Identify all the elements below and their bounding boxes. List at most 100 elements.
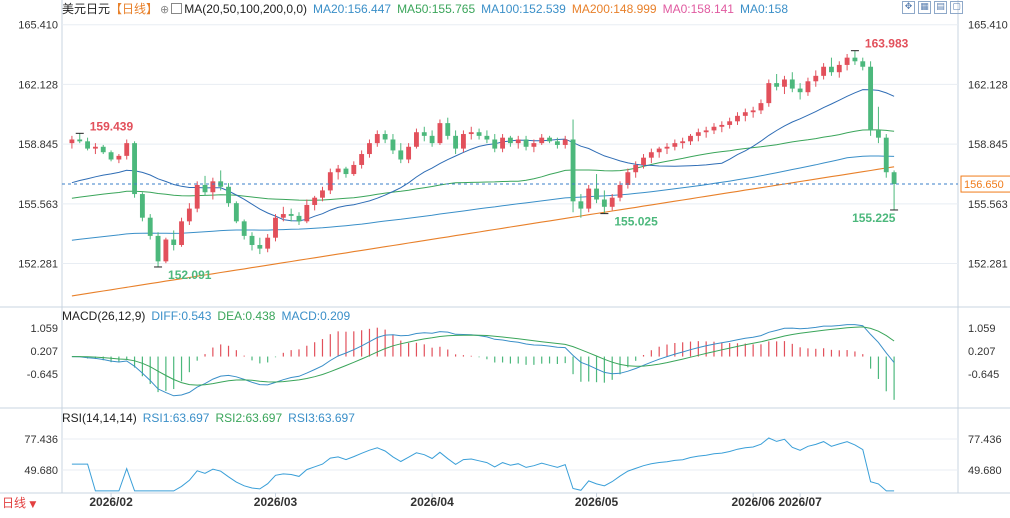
candle-body bbox=[327, 172, 333, 191]
candle-body bbox=[680, 141, 686, 144]
ma0b-value: MA0:158 bbox=[739, 2, 789, 16]
candle-body bbox=[695, 132, 701, 136]
y-tick-label-right: 155.563 bbox=[968, 199, 1008, 211]
candle-body bbox=[202, 184, 208, 193]
candle-body bbox=[562, 139, 568, 145]
y-tick-label-left: 158.845 bbox=[18, 139, 58, 151]
x-month-label: 2026/07 bbox=[778, 495, 822, 509]
candle-body bbox=[210, 181, 216, 193]
ma20-value: MA20:156.447 bbox=[313, 2, 392, 16]
candle-body bbox=[241, 221, 247, 236]
candle-body bbox=[414, 132, 419, 147]
candle-body bbox=[758, 103, 764, 111]
candle-body bbox=[805, 81, 811, 93]
candle-body bbox=[186, 208, 192, 222]
candle-body bbox=[437, 123, 443, 144]
macd-diff-line bbox=[71, 324, 895, 397]
candle-body bbox=[633, 164, 639, 173]
candle-body bbox=[320, 190, 325, 198]
candle-body bbox=[789, 79, 795, 89]
checkbox-icon[interactable] bbox=[171, 3, 183, 14]
candle-body bbox=[468, 132, 474, 135]
candle-body bbox=[609, 197, 615, 207]
candle-body bbox=[601, 199, 607, 207]
candle-body bbox=[390, 139, 396, 151]
macd-tick-label-left: 0.207 bbox=[30, 346, 58, 358]
period-tag: 【日线】 bbox=[110, 2, 159, 16]
candle-body bbox=[265, 237, 271, 249]
crosshair-icon[interactable]: ✥ bbox=[902, 1, 915, 14]
rsi-tick-label-right: 77.436 bbox=[968, 434, 1002, 446]
candle-body bbox=[570, 139, 576, 202]
candle-body bbox=[132, 143, 137, 195]
ma50-value: MA50:155.765 bbox=[397, 2, 476, 16]
candle-body bbox=[116, 155, 122, 160]
candle-body bbox=[226, 186, 231, 204]
candle-body bbox=[711, 126, 717, 131]
macd-value: MACD:0.209 bbox=[281, 309, 351, 323]
macd-dea-line bbox=[71, 326, 895, 386]
candle-body bbox=[194, 184, 200, 209]
candle-body bbox=[719, 124, 725, 127]
candle-body bbox=[108, 152, 114, 160]
candle-body bbox=[257, 244, 263, 249]
layout-icon[interactable]: ▤ bbox=[934, 1, 947, 14]
candle-body bbox=[147, 217, 153, 236]
candle-body bbox=[664, 146, 670, 149]
rsi-tick-label-left: 49.680 bbox=[24, 465, 58, 477]
y-tick-label-right: 162.128 bbox=[968, 79, 1008, 91]
ma100-value: MA100:152.539 bbox=[481, 2, 566, 16]
candle-body bbox=[594, 188, 599, 200]
candle-body bbox=[273, 217, 278, 238]
candle-body bbox=[296, 215, 302, 222]
candle-body bbox=[421, 132, 427, 136]
candle-body bbox=[429, 135, 435, 144]
candle-body bbox=[351, 164, 357, 175]
candle-body bbox=[233, 203, 239, 222]
candle-body bbox=[453, 135, 459, 149]
main-header: 美元日元【日线】 ⊕ MA(20,50,100,200,0,0) MA20:156.4… bbox=[62, 2, 794, 17]
current-price-label: 156.650 bbox=[964, 179, 1004, 191]
candle-body bbox=[398, 150, 404, 160]
candle-body bbox=[852, 57, 858, 62]
candle-body bbox=[727, 121, 733, 125]
candle-body bbox=[445, 123, 451, 136]
candle-body bbox=[641, 157, 646, 165]
extreme-label: 159.439 bbox=[90, 119, 134, 133]
y-tick-label-left: 165.410 bbox=[18, 20, 58, 32]
circle-plus-icon[interactable]: ⊕ bbox=[160, 3, 170, 16]
candle-body bbox=[460, 134, 466, 149]
y-tick-label-right: 152.281 bbox=[968, 259, 1008, 271]
candle-body bbox=[617, 184, 623, 198]
candle-body bbox=[343, 168, 349, 175]
macd-label: MACD(26,12,9) bbox=[62, 309, 146, 323]
candle-body bbox=[92, 146, 98, 149]
window-icon[interactable]: ▢ bbox=[950, 1, 963, 14]
x-month-label: 2026/05 bbox=[575, 495, 619, 509]
macd-tick-label-left: -0.645 bbox=[27, 369, 58, 381]
grid-icon[interactable]: ▦ bbox=[918, 1, 931, 14]
macd-header: MACD(26,12,9) DIFF:0.543 DEA:0.438 MACD:0.2… bbox=[62, 309, 356, 323]
x-month-label: 2026/02 bbox=[89, 495, 133, 509]
current-price-tag bbox=[960, 175, 1010, 193]
period-selector[interactable]: 日线 ▼ bbox=[2, 494, 36, 511]
rsi-tick-label-left: 77.436 bbox=[24, 434, 58, 446]
candle-body bbox=[586, 188, 592, 209]
period-selector-label: 日线 bbox=[2, 496, 27, 510]
x-month-label: 2026/06 bbox=[731, 495, 775, 509]
candle-body bbox=[829, 66, 834, 73]
rsi-header: RSI(14,14,14) RSI1:63.697 RSI2:63.697 RSI3:… bbox=[62, 411, 361, 425]
candle-body bbox=[539, 137, 545, 144]
y-tick-label-right: 165.410 bbox=[968, 20, 1008, 32]
candle-body bbox=[735, 115, 740, 122]
candle-body bbox=[844, 57, 850, 65]
candle-body bbox=[500, 137, 506, 149]
macd-tick-label-right: 0.207 bbox=[968, 346, 996, 358]
candle-body bbox=[171, 239, 177, 245]
macd-tick-label-right: -0.645 bbox=[968, 369, 999, 381]
candle-body bbox=[77, 139, 83, 142]
candle-body bbox=[578, 201, 584, 209]
candle-body bbox=[523, 139, 529, 147]
